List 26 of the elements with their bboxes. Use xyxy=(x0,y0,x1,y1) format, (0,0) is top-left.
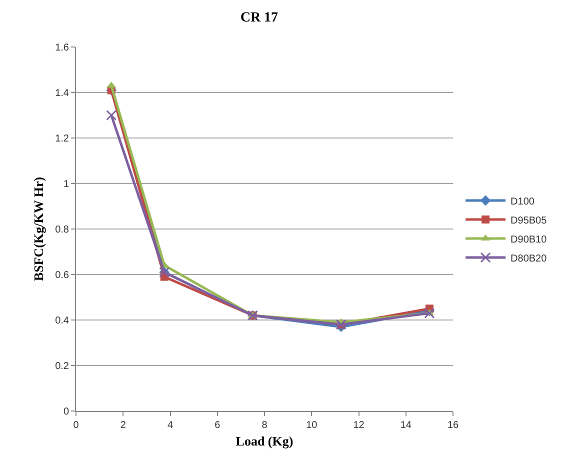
x-tick-label: 16 xyxy=(447,420,459,431)
y-tick-label: 0.4 xyxy=(55,316,70,326)
x-tick-label: 8 xyxy=(262,420,268,431)
x-tick-label: 14 xyxy=(400,420,412,431)
y-tick-label: 1.2 xyxy=(55,134,70,144)
x-tick-label: 0 xyxy=(73,420,80,431)
y-tick-label: 1.6 xyxy=(55,42,70,54)
legend-label: D90B10 xyxy=(510,234,548,246)
legend-label: D100 xyxy=(510,196,535,208)
x-tick-label: 12 xyxy=(353,420,365,431)
y-tick-label: 0.8 xyxy=(55,224,70,236)
y-tick-label: 1.4 xyxy=(55,88,70,99)
x-tick-label: 4 xyxy=(167,420,174,431)
y-tick-label: 0.2 xyxy=(55,361,70,372)
x-tick-label: 2 xyxy=(120,420,126,431)
x-tick-label: 10 xyxy=(306,420,318,431)
legend-label: D95B05 xyxy=(510,215,548,226)
point xyxy=(106,110,117,120)
y-tick-label: 1 xyxy=(63,179,70,190)
y-axis-title: BSFC(Kg/KW Hr) xyxy=(31,176,46,282)
chart-title: CR 17 xyxy=(240,10,278,26)
y-tick-label: 0.6 xyxy=(55,270,70,281)
x-tick-label: 6 xyxy=(214,420,221,431)
legend-label: D80B20 xyxy=(510,253,548,264)
y-tick-label: 0 xyxy=(63,406,70,418)
x-axis-title: Load (Kg) xyxy=(236,434,294,449)
